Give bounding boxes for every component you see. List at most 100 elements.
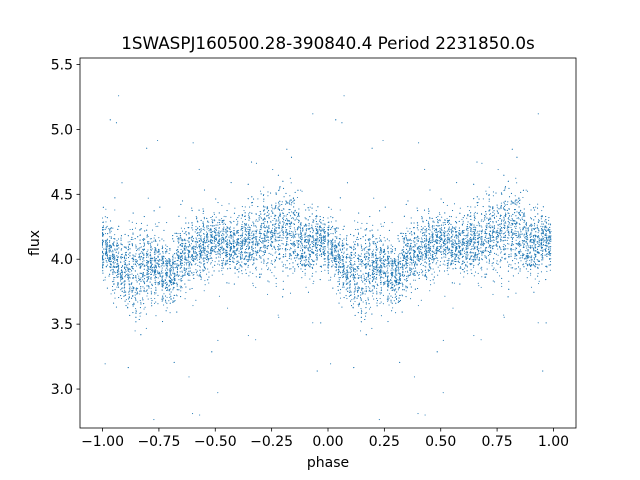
data-point [197,227,199,229]
data-point [493,231,495,234]
data-point [354,271,356,273]
data-point [270,220,272,222]
data-point [211,274,213,276]
data-point [248,213,250,215]
data-point [465,237,467,240]
data-point [285,226,287,229]
data-point [331,247,333,249]
data-point [200,244,202,246]
data-point [189,279,191,281]
data-point [223,226,225,228]
data-point [192,142,194,144]
data-point [462,222,464,224]
data-point [178,256,180,258]
data-point [347,287,349,289]
data-point [157,139,159,142]
data-point [113,277,115,279]
data-point [199,225,201,228]
data-point [455,258,457,260]
data-point [486,237,488,240]
data-point [263,217,266,219]
data-point [529,263,531,265]
data-point [272,168,274,171]
data-point [386,282,388,284]
data-point [519,234,521,236]
data-point [365,291,367,293]
data-point [330,254,332,256]
data-point [263,224,266,226]
data-point [309,238,311,240]
data-point [259,228,261,230]
data-point [252,250,254,252]
data-point [125,263,127,266]
data-point [220,239,223,241]
data-point [217,392,219,394]
data-point [255,339,257,341]
data-point [383,253,386,255]
data-point [106,245,108,247]
data-point [199,256,201,258]
data-point [388,252,390,254]
data-point [278,232,280,234]
data-point [132,304,134,306]
data-point [237,220,239,222]
data-point [330,240,333,242]
data-point [281,225,283,227]
data-point [472,241,474,243]
data-point [367,286,369,288]
data-point [470,269,472,271]
data-point [147,249,149,251]
data-point [392,246,394,248]
data-point [514,226,516,228]
data-point [247,226,249,228]
data-point [523,221,525,223]
data-point [132,288,134,290]
data-point [469,242,471,244]
data-point [285,253,287,255]
data-point [442,253,444,255]
data-point [159,260,161,262]
data-point [244,256,246,258]
data-point [134,238,136,240]
data-point [414,279,416,281]
data-point [323,258,325,260]
data-point [538,241,540,243]
data-point [161,298,163,300]
data-point [194,251,196,253]
data-point [150,302,153,304]
data-point [421,254,423,256]
data-point [208,221,210,223]
data-point [332,246,334,248]
data-point [534,238,536,240]
data-point [548,219,550,221]
data-point [323,240,326,242]
data-point [338,277,340,279]
data-point [473,224,475,226]
data-point [343,251,345,253]
data-point [228,253,230,255]
data-point [386,298,388,300]
data-point [241,227,243,229]
data-point [161,264,163,266]
data-point [104,363,106,365]
data-point [524,237,526,239]
data-point [452,307,454,309]
data-point [522,196,524,199]
data-point [361,293,363,295]
data-point [274,247,276,249]
data-point [180,285,182,288]
data-point [403,256,405,258]
data-point [537,322,539,324]
data-point [114,209,116,211]
data-point [312,235,314,237]
data-point [114,297,116,299]
data-point [241,236,243,238]
data-point [148,268,150,271]
data-point [467,230,469,232]
data-point [418,142,420,144]
data-point [161,267,163,269]
data-point [380,315,382,317]
data-point [253,230,255,232]
data-point [121,244,123,246]
data-point [346,274,349,276]
